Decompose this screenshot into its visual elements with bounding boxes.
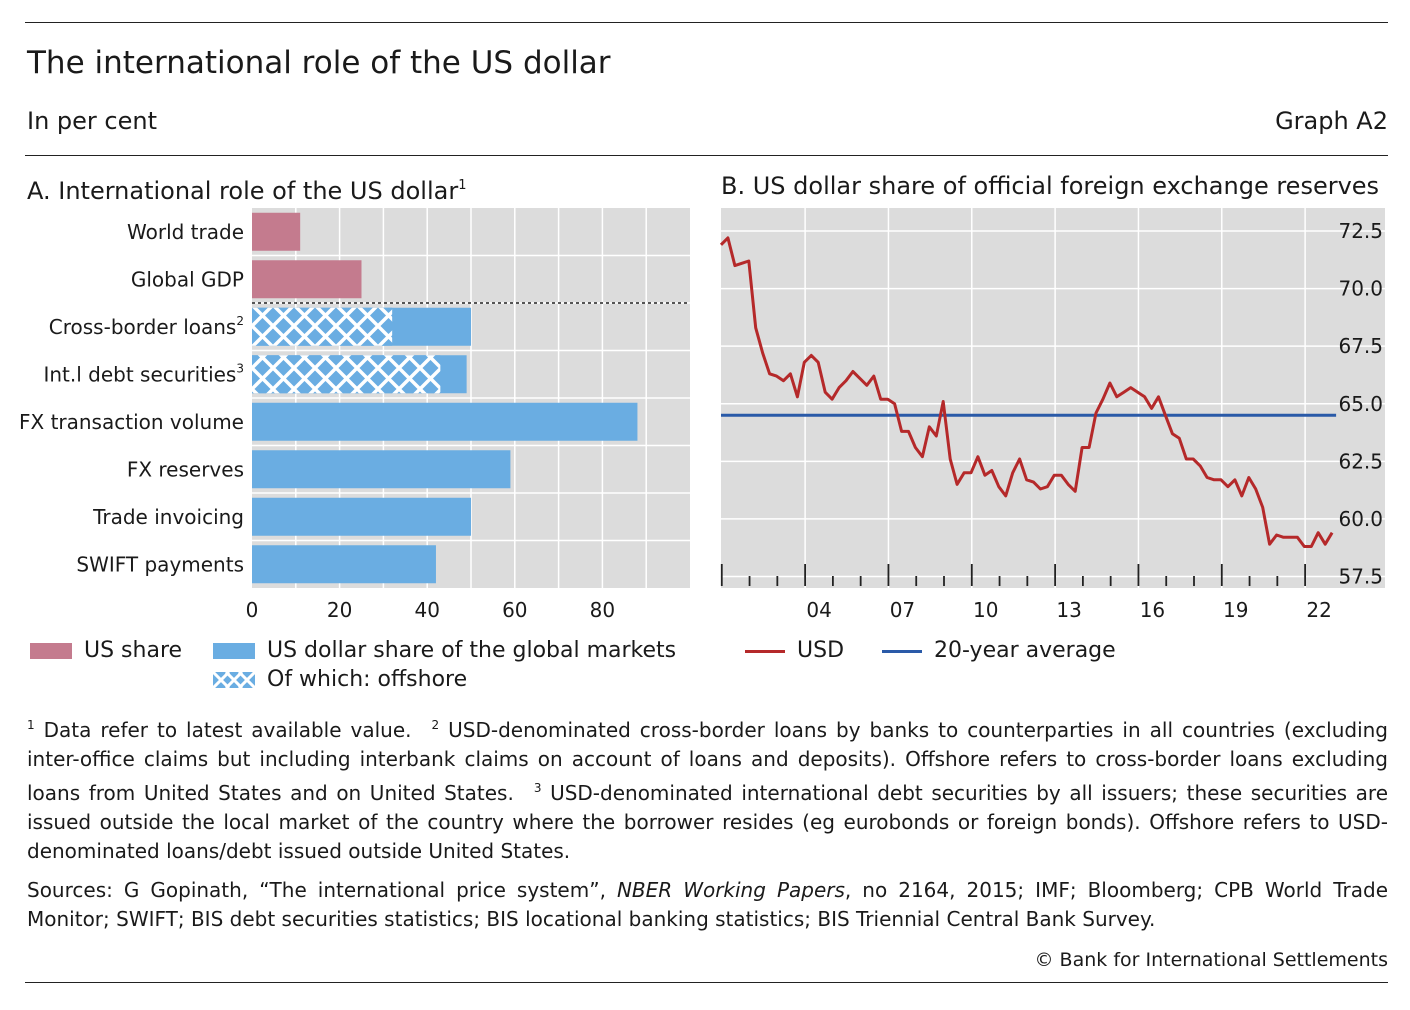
x-tick-label-b: 10: [973, 598, 998, 622]
top-rule: [25, 22, 1388, 23]
sources-rest: , no 2164, 2015; IMF; Bloomberg; CPB Wor…: [27, 878, 1388, 931]
legend-20yr-average-label: 20-year average: [934, 638, 1116, 663]
y-tick-label-b: 70.0: [1338, 277, 1383, 301]
y-tick-label-b: 72.5: [1338, 219, 1383, 243]
bar-us-share-global-gdp: [252, 260, 362, 299]
panel-b-plot-area: [721, 208, 1385, 588]
x-tick-label-a: 60: [502, 598, 527, 622]
sources: Sources: G Gopinath, “The international …: [27, 876, 1388, 934]
panel-a-bar-chart: World trade Global GDP Cross-border loans2…: [19, 208, 690, 622]
category-label-world-trade: World trade: [127, 220, 244, 244]
footnote-3: USD-denominated international debt secur…: [27, 781, 1388, 863]
panel-b-title: B. US dollar share of official foreign e…: [721, 172, 1380, 200]
bar-global-markets-fx-reserves: [252, 450, 511, 489]
footnote-2: USD-denominated cross-border loans by ba…: [27, 718, 1388, 805]
category-label-global-gdp: Global GDP: [131, 267, 244, 291]
legend-usd-swatch: [745, 649, 785, 653]
legend-us-share-label: US share: [84, 638, 183, 663]
panel-a-title-footnote-mark: 1: [458, 178, 467, 193]
footnote-1-mark: 1: [27, 718, 35, 732]
category-label-cross-border-loans: Cross-border loans2: [49, 314, 244, 339]
y-tick-label-b: 65.0: [1338, 392, 1383, 416]
y-tick-label-b: 67.5: [1338, 334, 1383, 358]
header-rule: [25, 155, 1388, 156]
panel-b-line-chart: 04 07 10 13 16 19 22 57.5 60.0 62.5 65.0 67.5 70.0 72…: [719, 208, 1385, 622]
legend-20yr-average-swatch: [882, 649, 922, 653]
sources-prefix: Sources: G Gopinath, “The international …: [27, 878, 617, 902]
panel-a-title: A. International role of the US dollar1: [27, 169, 466, 208]
x-tick-label-a: 80: [590, 598, 615, 622]
legend-global-markets: US dollar share of the global markets: [213, 637, 676, 665]
legend-offshore-label: Of which: offshore: [267, 667, 468, 692]
line-usd: [719, 236, 1334, 548]
bar-global-markets-trade-invoicing: [252, 497, 471, 536]
x-tick-label-b: 04: [806, 598, 831, 622]
x-tick-label-a: 0: [246, 598, 259, 622]
legend-global-markets-label: US dollar share of the global markets: [267, 638, 677, 663]
x-tick-label-b: 13: [1056, 598, 1081, 622]
category-label-fx-transaction-volume: FX transaction volume: [19, 410, 244, 434]
footnote-1: Data refer to latest available value.: [43, 718, 412, 742]
x-tick-label-b: 19: [1223, 598, 1248, 622]
x-tick-label-b: 22: [1306, 598, 1331, 622]
legend-offshore-swatch: [213, 672, 255, 688]
x-tick-label-b: 16: [1140, 598, 1165, 622]
chart-title: The international role of the US dollar: [27, 45, 611, 81]
y-tick-label-b: 57.5: [1338, 564, 1383, 588]
graph-id: Graph A2: [1275, 107, 1388, 135]
footnote-3-mark: 3: [533, 781, 542, 795]
copyright-credit: © Bank for International Settlements: [1034, 949, 1388, 971]
y-tick-label-b: 60.0: [1338, 507, 1383, 531]
y-tick-label-b: 62.5: [1338, 449, 1383, 473]
bar-global-markets-swift-payments: [252, 545, 436, 584]
bar-offshore-cross-border-loans: [252, 307, 393, 346]
chart-subtitle: In per cent: [27, 107, 157, 135]
bar-global-markets-fx-transaction-volume: [252, 402, 638, 441]
category-label-trade-invoicing: Trade invoicing: [92, 505, 244, 529]
sources-journal: NBER Working Papers: [616, 878, 845, 902]
category-label-int-l-debt-securities: Int.l debt securities3: [43, 361, 244, 386]
legend-20yr-average: 20-year average: [882, 637, 1116, 665]
bottom-rule: [25, 982, 1388, 983]
category-label-swift-payments: SWIFT payments: [76, 552, 244, 576]
legend-global-markets-swatch: [213, 643, 255, 659]
footnotes: 1 Data refer to latest available value. 2…: [27, 711, 1388, 866]
legend-usd-label: USD: [797, 638, 845, 663]
panel-a-title-text: A. International role of the US dollar: [27, 177, 459, 205]
legend-us-share-swatch: [30, 643, 72, 659]
x-tick-label-b: 07: [890, 598, 915, 622]
legend-offshore: Of which: offshore: [213, 666, 467, 694]
x-tick-label-a: 20: [327, 598, 352, 622]
footnote-2-mark: 2: [431, 718, 440, 732]
legend-us-share: US share: [30, 637, 182, 665]
bar-us-share-world-trade: [252, 212, 301, 251]
bar-offshore-int-l-debt-securities: [252, 355, 441, 394]
x-tick-label-a: 40: [414, 598, 439, 622]
legend-usd: USD: [745, 637, 844, 665]
category-label-fx-reserves: FX reserves: [127, 457, 244, 481]
